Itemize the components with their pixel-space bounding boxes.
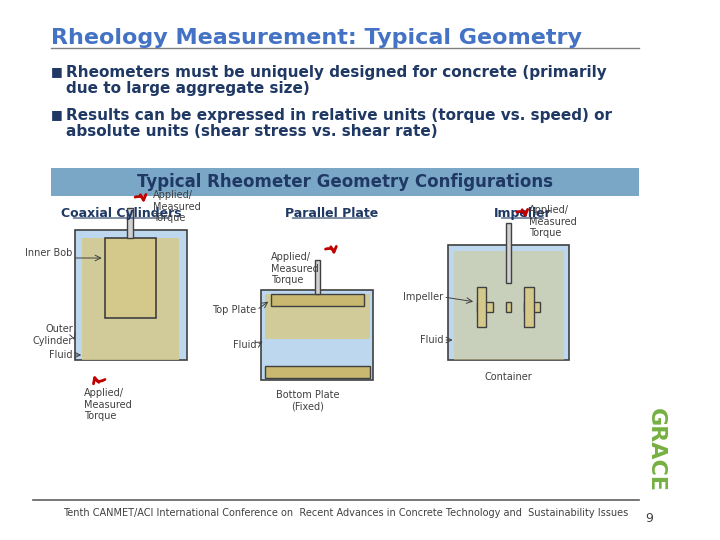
Text: Applied/
Measured
Torque: Applied/ Measured Torque — [529, 205, 577, 238]
Text: Rheology Measurement: Typical Geometry: Rheology Measurement: Typical Geometry — [51, 28, 582, 48]
Bar — [506, 302, 511, 312]
Bar — [75, 230, 186, 360]
Text: Applied/
Measured
Torque: Applied/ Measured Torque — [271, 252, 318, 285]
Text: Tenth CANMET/ACI International Conference on  Recent Advances in Concrete Techno: Tenth CANMET/ACI International Conferenc… — [63, 508, 628, 518]
Bar — [127, 208, 132, 238]
Text: Outer
Cylinder: Outer Cylinder — [32, 324, 73, 346]
Text: Coaxial Cylinders: Coaxial Cylinders — [61, 207, 181, 220]
Bar — [454, 251, 564, 360]
Bar — [506, 223, 511, 283]
Bar — [104, 238, 156, 318]
Text: Container: Container — [485, 372, 533, 382]
Bar — [477, 287, 486, 327]
Text: Impeller: Impeller — [494, 207, 552, 220]
Bar — [524, 302, 540, 312]
Text: Fluid: Fluid — [49, 350, 73, 360]
Bar — [271, 294, 364, 306]
Bar — [448, 245, 570, 360]
Text: Inner Bob: Inner Bob — [25, 248, 73, 258]
Text: Bottom Plate
(Fixed): Bottom Plate (Fixed) — [276, 390, 340, 411]
Bar — [265, 294, 369, 339]
Text: Parallel Plate: Parallel Plate — [284, 207, 378, 220]
Text: Top Plate: Top Plate — [212, 305, 256, 315]
Text: Fluid: Fluid — [233, 340, 256, 350]
Text: due to large aggregate size): due to large aggregate size) — [66, 81, 310, 96]
Bar — [82, 238, 179, 360]
Bar — [265, 366, 369, 378]
Text: Typical Rheometer Geometry Configurations: Typical Rheometer Geometry Configuration… — [138, 173, 553, 191]
Text: Applied/
Measured
Torque: Applied/ Measured Torque — [84, 388, 132, 421]
Text: GRACE: GRACE — [646, 408, 666, 492]
Text: ■: ■ — [51, 108, 63, 121]
Text: absolute units (shear stress vs. shear rate): absolute units (shear stress vs. shear r… — [66, 124, 438, 139]
Text: #76B041: #76B041 — [590, 418, 717, 442]
Text: Impeller: Impeller — [403, 292, 444, 302]
Bar — [261, 290, 373, 380]
Bar — [524, 287, 534, 327]
Text: Rheometers must be uniquely designed for concrete (primarily: Rheometers must be uniquely designed for… — [66, 65, 607, 80]
Bar — [315, 260, 320, 294]
Bar — [477, 302, 492, 312]
Text: 9: 9 — [645, 512, 653, 525]
Text: ■: ■ — [51, 65, 63, 78]
Text: Applied/
Measured
Torque: Applied/ Measured Torque — [153, 190, 201, 223]
Text: Fluid: Fluid — [420, 335, 444, 345]
FancyBboxPatch shape — [51, 168, 639, 196]
Text: Results can be expressed in relative units (torque vs. speed) or: Results can be expressed in relative uni… — [66, 108, 612, 123]
